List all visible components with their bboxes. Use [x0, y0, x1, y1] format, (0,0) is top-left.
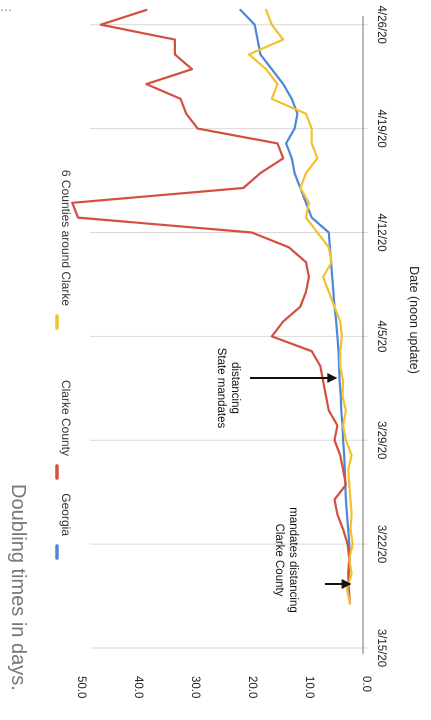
annotation-arrowhead: [341, 579, 352, 589]
y-tick-label: 30.0: [189, 676, 201, 698]
series-lines: [71, 8, 354, 605]
series-line-6-counties-around-clarke: [247, 8, 354, 605]
x-tick-label: 4/5/20: [375, 320, 387, 352]
x-tick-labels: 3/15/20 3/22/20 3/29/20 4/5/20 4/12/20 4/19/2…: [375, 6, 387, 668]
annotations: Clarke County mandates distancing State ma…: [215, 348, 352, 613]
legend-label: Georgia: [59, 493, 73, 536]
annotation-text: mandates distancing: [287, 507, 299, 612]
legend: Georgia Clarke County 6 Counties around Cl…: [55, 170, 73, 560]
overflow-dots: …: [0, 0, 12, 14]
annotation-text: distancing: [229, 362, 241, 414]
gridlines: [90, 24, 368, 649]
y-tick-label: 40.0: [132, 676, 144, 698]
annotation-text: Clarke County: [273, 524, 285, 597]
y-tick-label: 20.0: [246, 676, 258, 698]
x-tick-label: 3/15/20: [375, 629, 387, 667]
y-tick-label: 10.0: [303, 676, 315, 698]
series-line-clarke-county: [71, 8, 351, 605]
annotation-text: State mandates: [215, 348, 227, 429]
x-tick-label: 3/22/20: [375, 525, 387, 563]
y-tick-label: 0.0: [360, 676, 372, 692]
y-tick-label: 50.0: [75, 676, 87, 698]
x-axis-label: Date (noon update): [407, 266, 421, 374]
annotation-arrowhead: [327, 373, 338, 383]
x-tick-label: 4/19/20: [375, 109, 387, 147]
legend-label: Clarke County: [59, 380, 73, 456]
legend-label: 6 Counties around Clarke: [59, 170, 73, 306]
x-tick-label: 4/26/20: [375, 6, 387, 44]
y-tick-labels: 0.0 10.0 20.0 30.0 40.0 50.0: [75, 676, 372, 698]
x-tick-label: 3/29/20: [375, 421, 387, 459]
chart-title: Doubling times in days.: [7, 484, 29, 691]
x-tick-label: 4/12/20: [375, 213, 387, 251]
